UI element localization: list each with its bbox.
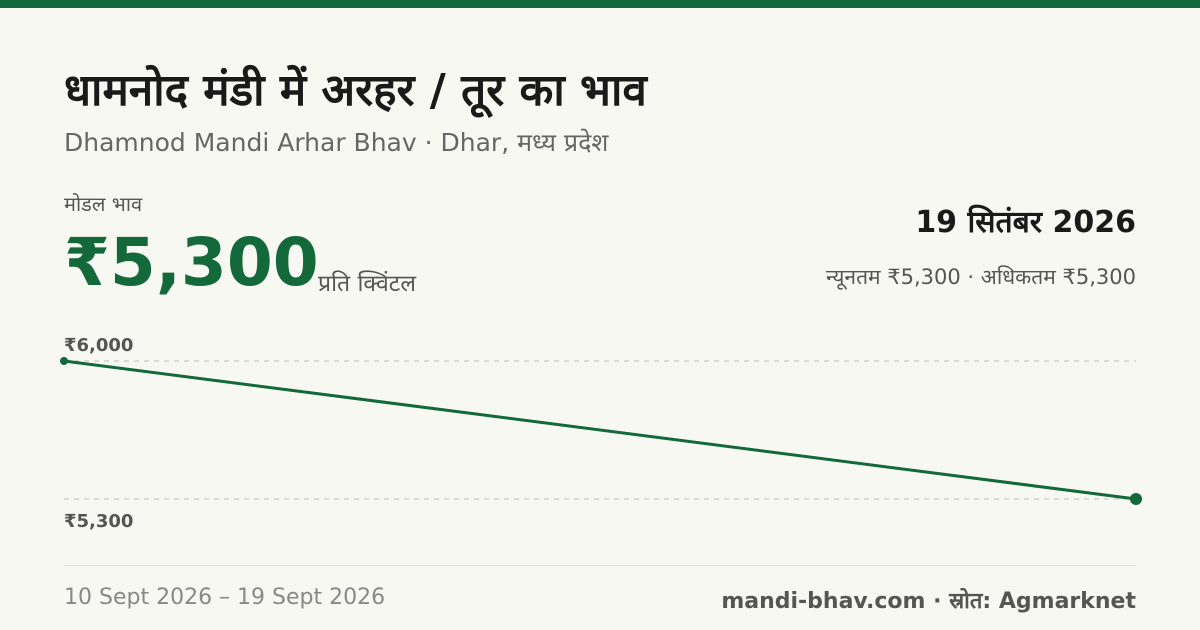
point [1130, 493, 1142, 505]
price-date: 19 सितंबर 2026 [915, 205, 1136, 240]
point [60, 357, 68, 365]
price-label: मोडल भाव [64, 192, 143, 216]
price-unit: प्रति क्विंटल [318, 271, 416, 297]
price-range: न्यूनतम ₹5,300 · अधिकतम ₹5,300 [826, 265, 1136, 289]
source: mandi-bhav.com · स्रोत: Agmarknet [721, 589, 1136, 614]
y-tick-label: ₹6,000 [64, 335, 133, 356]
y-tick-label: ₹5,300 [64, 511, 133, 532]
top-bar [0, 0, 1200, 8]
price-value: ₹5,300 [64, 224, 319, 301]
divider [64, 565, 1136, 566]
date-range: 10 Sept 2026 – 19 Sept 2026 [64, 585, 386, 610]
price-line [63, 359, 1137, 501]
title: धामनोद मंडी में अरहर / तूर का भाव [64, 65, 647, 116]
subtitle: Dhamnod Mandi Arhar Bhav · Dhar, मध्य प्… [64, 128, 609, 157]
